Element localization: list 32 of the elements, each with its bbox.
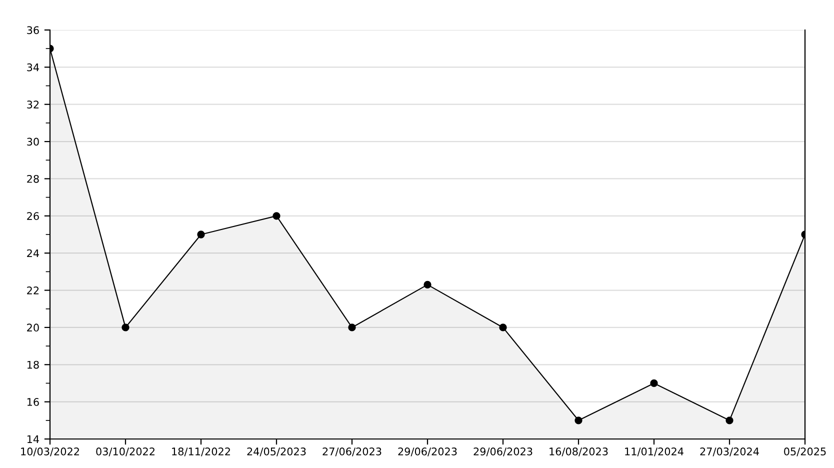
point: [726, 416, 734, 424]
point: [499, 324, 507, 332]
x-tick-label: 29/06/2023: [398, 448, 457, 456]
x-tick-label: 11/01/2024: [625, 448, 684, 456]
point: [424, 280, 432, 289]
point: [650, 379, 658, 388]
x-tick-label: 18/11/2022: [172, 448, 230, 456]
x-tick-label: 03/10/2022: [96, 448, 154, 456]
x-tick-label: 05/2025: [784, 448, 826, 456]
y-tick-label: 26: [27, 212, 39, 220]
y-tick-label: 16: [27, 398, 39, 406]
x-tick-label: 27/03/2024: [700, 448, 759, 456]
y-tick-label: 18: [27, 360, 39, 369]
y-tick-label: 30: [27, 138, 39, 146]
y-tick-label: 24: [27, 249, 39, 258]
x-tick-label: 29/06/2023: [474, 448, 532, 456]
point: [272, 212, 280, 220]
x-tick-label: 27/06/2023: [322, 448, 382, 456]
y-tick-label: 36: [27, 26, 39, 34]
point: [574, 416, 582, 424]
point: [122, 324, 130, 332]
y-tick-label: 22: [27, 286, 39, 294]
y-tick-label: 34: [27, 63, 39, 72]
y-tick-label: 32: [27, 100, 39, 108]
x-tick-label: 16/08/2023: [550, 448, 608, 456]
point: [348, 324, 356, 332]
y-tick-label: 20: [27, 324, 39, 332]
point: [197, 230, 205, 238]
x-tick-label: 10/03/2022: [21, 448, 79, 456]
x-tick-label: 24/05/2023: [247, 448, 306, 456]
y-tick-label: 28: [27, 174, 39, 183]
y-tick-label: 14: [27, 435, 39, 443]
